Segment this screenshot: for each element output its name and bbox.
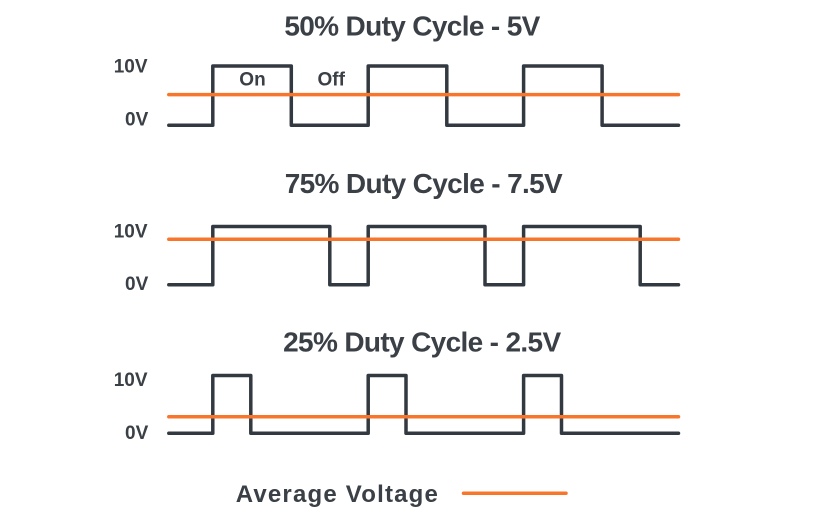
svg-text:Average Voltage: Average Voltage [236,481,439,508]
svg-text:75% Duty Cycle - 7.5V: 75% Duty Cycle - 7.5V [285,168,563,199]
svg-text:10V: 10V [114,370,148,391]
svg-text:Off: Off [317,70,345,91]
svg-text:0V: 0V [125,110,149,131]
svg-text:On: On [239,70,265,91]
svg-text:50% Duty Cycle - 5V: 50% Duty Cycle - 5V [284,10,540,41]
svg-text:0V: 0V [125,423,149,444]
svg-text:0V: 0V [125,274,149,295]
svg-text:10V: 10V [114,57,148,78]
svg-text:10V: 10V [114,221,148,242]
svg-text:25% Duty Cycle - 2.5V: 25% Duty Cycle - 2.5V [283,327,561,358]
